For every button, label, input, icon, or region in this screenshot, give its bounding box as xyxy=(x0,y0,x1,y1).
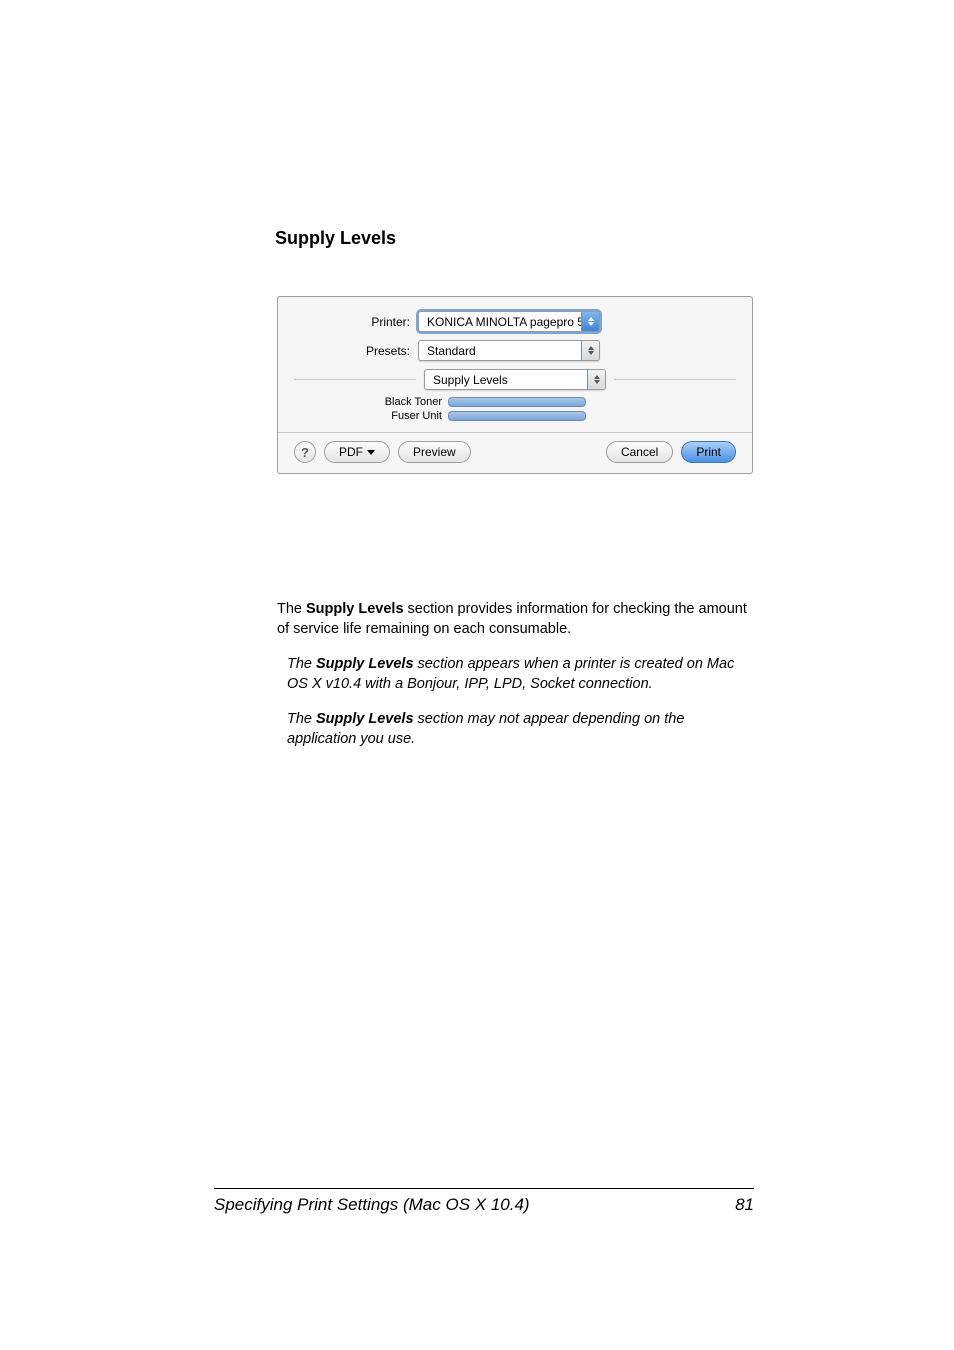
divider xyxy=(278,432,752,433)
pdf-button-label: PDF xyxy=(339,445,363,459)
printer-select-value: KONICA MINOLTA pagepro 56... xyxy=(427,315,599,329)
printer-label: Printer: xyxy=(294,315,418,329)
print-button[interactable]: Print xyxy=(681,441,736,463)
print-dialog: Printer: KONICA MINOLTA pagepro 56... Pr… xyxy=(277,296,753,474)
section-select-value: Supply Levels xyxy=(433,373,605,387)
divider xyxy=(294,379,416,380)
page-footer: Specifying Print Settings (Mac OS X 10.4… xyxy=(214,1188,754,1215)
footer-title: Specifying Print Settings (Mac OS X 10.4… xyxy=(214,1195,530,1215)
help-button[interactable]: ? xyxy=(294,441,316,463)
dropdown-arrows-icon xyxy=(581,312,599,331)
section-heading: Supply Levels xyxy=(275,228,396,249)
preview-button[interactable]: Preview xyxy=(398,441,471,463)
supply-label: Black Toner xyxy=(294,396,448,408)
body-paragraph: The Supply Levels section provides infor… xyxy=(277,600,755,639)
pdf-button[interactable]: PDF xyxy=(324,441,390,463)
presets-label: Presets: xyxy=(294,344,418,358)
chevron-down-icon xyxy=(367,450,375,455)
divider xyxy=(214,1188,754,1189)
note-text: The Supply Levels section appears when a… xyxy=(287,655,755,694)
supply-bar xyxy=(448,411,586,421)
supply-label: Fuser Unit xyxy=(294,410,448,422)
presets-select[interactable]: Standard xyxy=(418,340,600,361)
presets-select-value: Standard xyxy=(427,344,599,358)
dropdown-arrows-icon xyxy=(581,341,599,360)
divider xyxy=(614,379,736,380)
supply-bar xyxy=(448,397,586,407)
cancel-button[interactable]: Cancel xyxy=(606,441,673,463)
note-text: The Supply Levels section may not appear… xyxy=(287,710,755,749)
page-number: 81 xyxy=(735,1195,754,1215)
printer-select[interactable]: KONICA MINOLTA pagepro 56... xyxy=(418,311,600,332)
section-select[interactable]: Supply Levels xyxy=(424,369,606,390)
dropdown-arrows-icon xyxy=(587,370,605,389)
